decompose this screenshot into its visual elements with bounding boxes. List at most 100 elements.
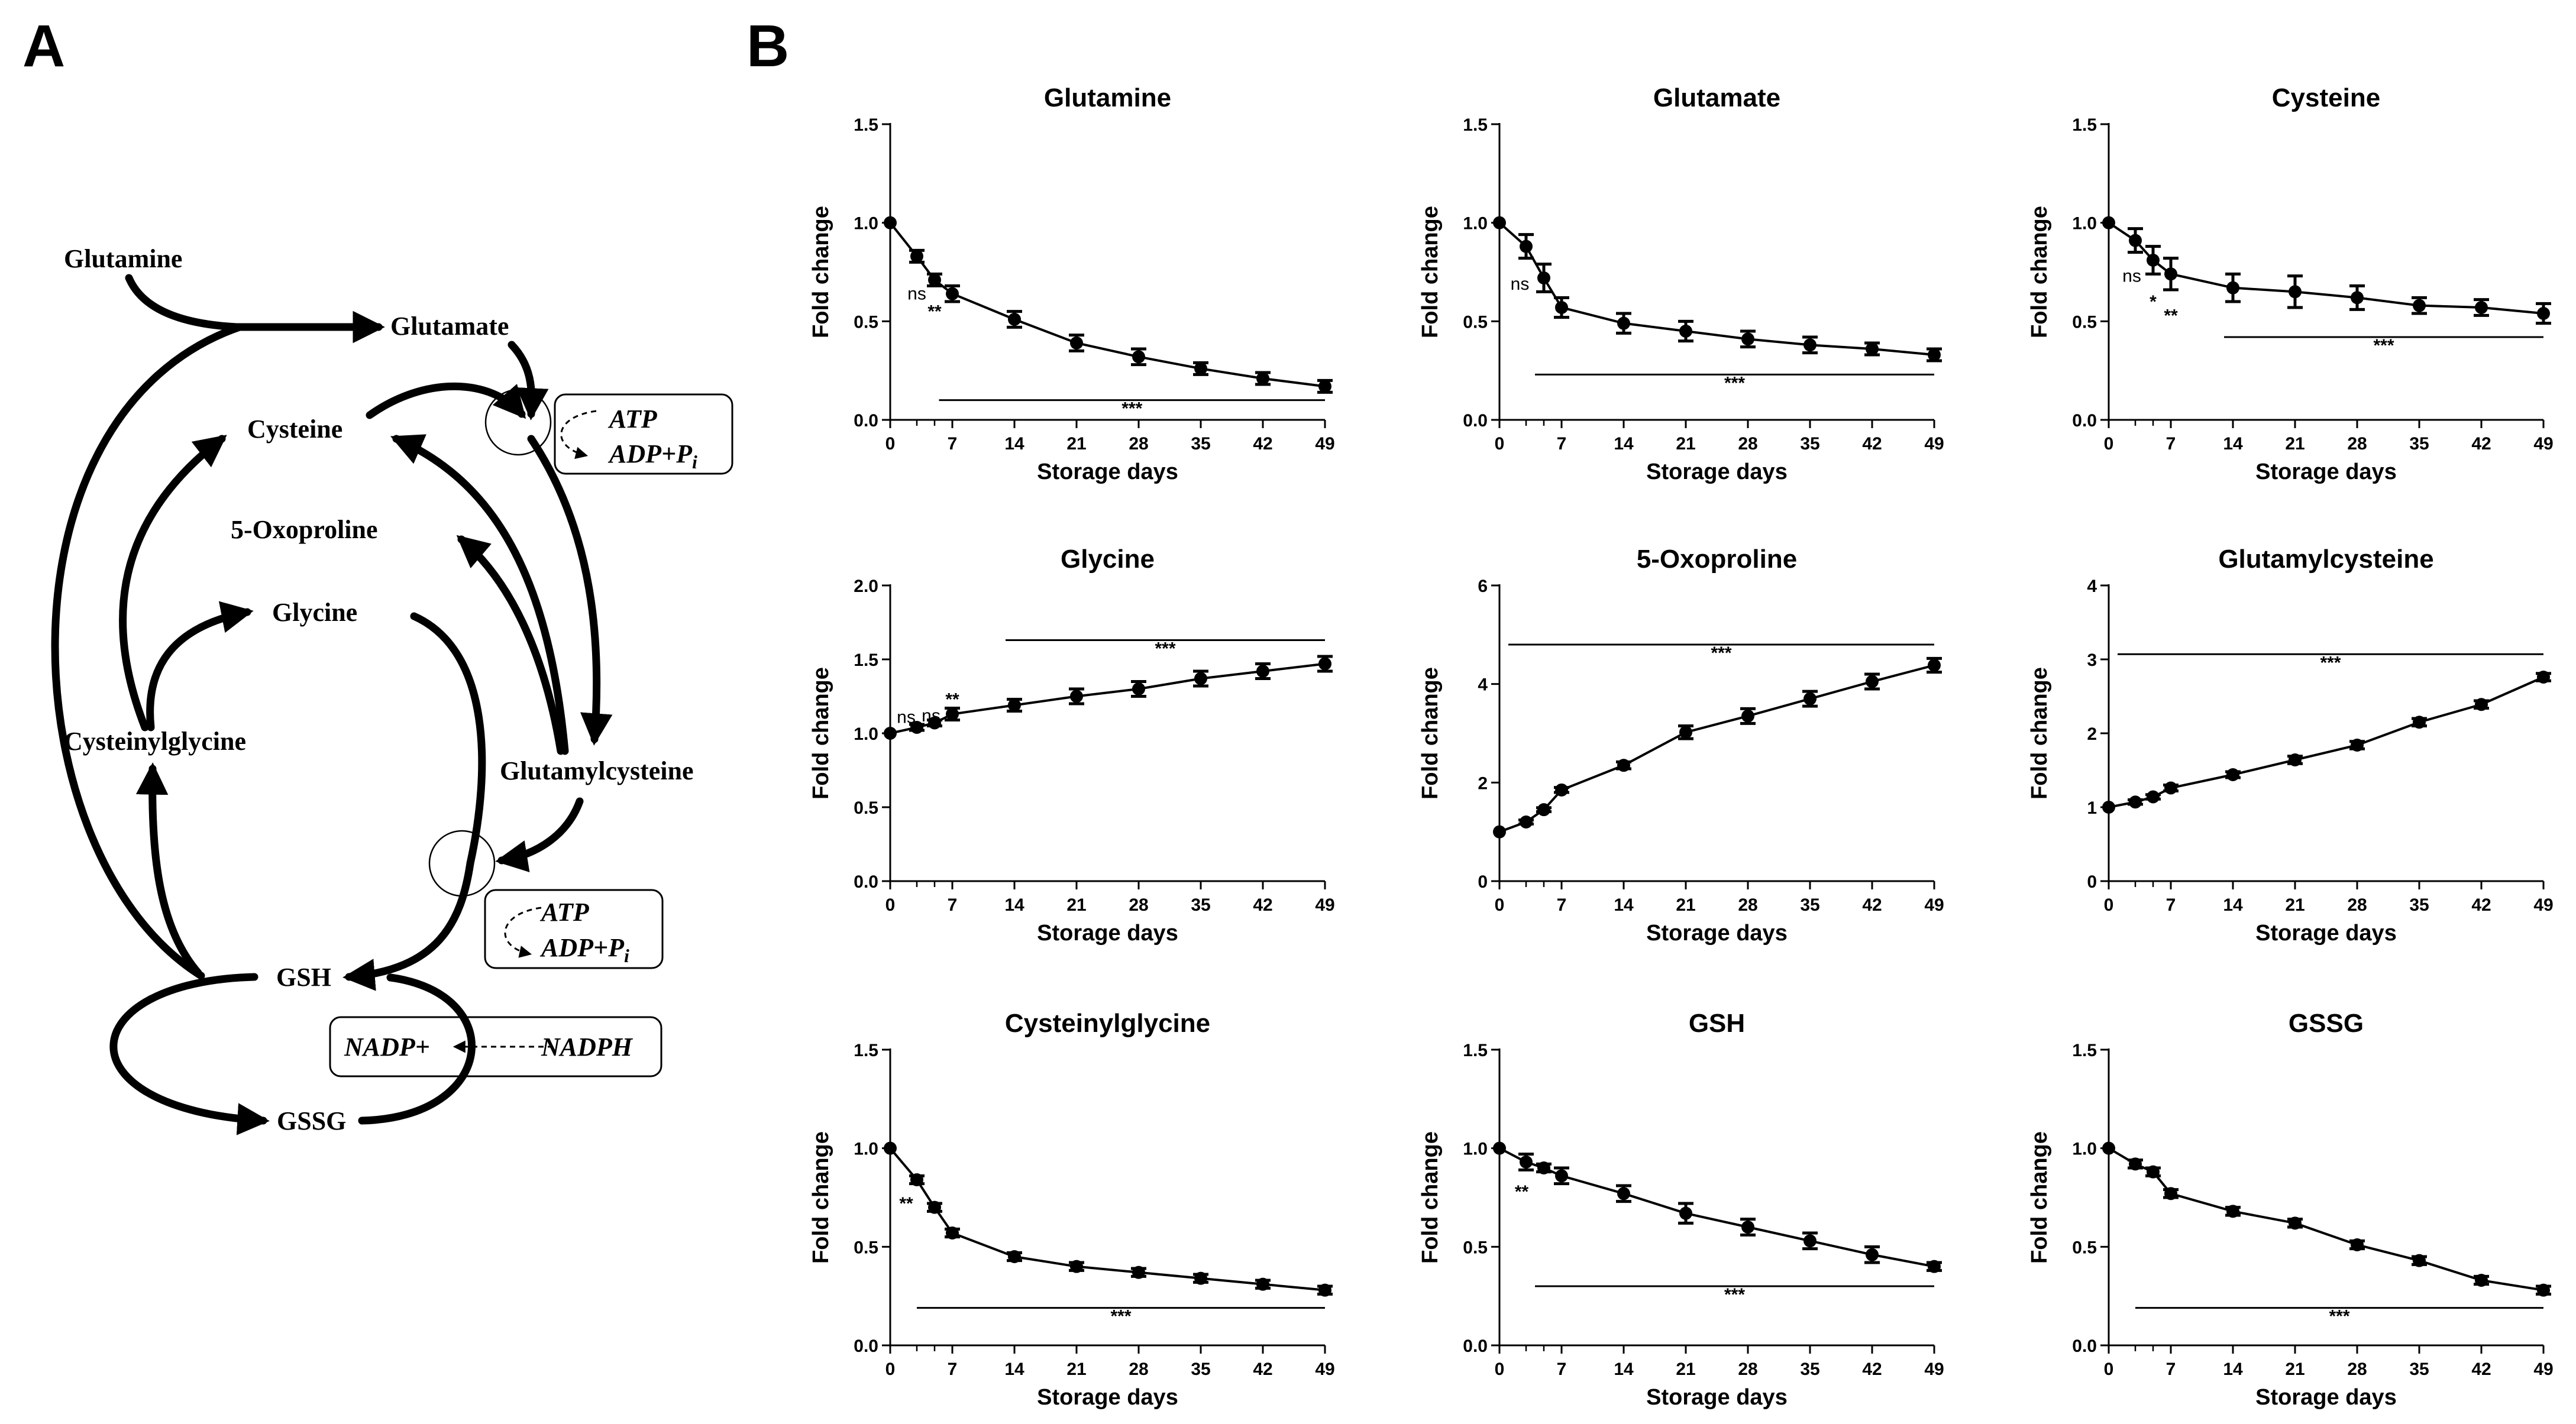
data-point (1866, 342, 1879, 355)
data-point (1520, 1156, 1533, 1169)
x-tick-label: 7 (948, 1360, 958, 1379)
significance-bar-label: *** (2320, 653, 2341, 672)
chart-9: GSSG 0.0 0.5 1.0 1.5 0 7 14 21 28 35 42 49 Storage da… (2027, 1009, 2554, 1410)
y-axis-label: Fold change (1418, 667, 1443, 800)
data-point (1928, 1260, 1941, 1273)
panel-letter-a: A (22, 13, 65, 79)
data-point (1318, 657, 1331, 671)
data-point (1132, 350, 1145, 364)
y-tick-label: 0.5 (854, 1238, 878, 1257)
significance-bar-label: *** (2373, 336, 2394, 355)
y-axis-label: Fold change (809, 206, 833, 338)
x-tick-label: 21 (1066, 895, 1086, 915)
x-tick-label: 21 (1066, 1360, 1086, 1379)
data-point (884, 727, 897, 740)
chart-title: Glycine (1061, 545, 1155, 574)
data-point (1132, 1266, 1145, 1279)
edge-gsh-gssg-left (109, 973, 270, 1135)
data-point (2351, 291, 2364, 305)
adp-label-1: ADP+Pi (607, 439, 697, 472)
ligation-circle-2 (428, 830, 496, 897)
y-tick-label: 1.5 (2072, 115, 2097, 135)
data-point (1866, 675, 1879, 688)
data-point (1617, 759, 1630, 772)
series-line (889, 1147, 1326, 1292)
node-gssg: GSSG (277, 1106, 346, 1135)
x-tick-label: 42 (1253, 1360, 1272, 1379)
y-tick-label: 1.0 (854, 1140, 878, 1159)
data-point (1318, 380, 1331, 393)
data-point (1008, 1250, 1021, 1263)
edge-cysteine-ligation (366, 382, 526, 419)
chart-title: Glutamine (1044, 83, 1171, 112)
x-tick-label: 28 (2347, 434, 2367, 454)
chart-title: GSSG (2289, 1009, 2364, 1038)
x-tick-label: 28 (1738, 1360, 1757, 1379)
significance-annotation: ns (897, 708, 916, 727)
data-point (2226, 281, 2239, 294)
data-point (2413, 299, 2426, 312)
y-axis-label: Fold change (1418, 206, 1443, 338)
data-point (1617, 316, 1630, 330)
data-point (1318, 1283, 1331, 1297)
data-point (1493, 1141, 1506, 1155)
data-point (2475, 1274, 2488, 1287)
y-tick-label: 3 (2087, 650, 2097, 670)
chart-title: Glutamate (1653, 83, 1780, 112)
x-tick-label: 14 (2223, 895, 2243, 915)
y-tick-label: 1.0 (1463, 214, 1488, 234)
x-tick-label: 7 (948, 895, 958, 915)
significance-bar-label: *** (1110, 1307, 1131, 1326)
series-line (2108, 676, 2544, 808)
data-point (2475, 301, 2488, 314)
x-tick-label: 35 (1191, 895, 1210, 915)
y-tick-label: 1.0 (2072, 214, 2097, 234)
data-point (1493, 216, 1506, 229)
x-tick-label: 28 (2347, 895, 2367, 915)
data-point (2164, 1187, 2177, 1200)
nadp-box (329, 1016, 662, 1077)
data-point (1555, 783, 1568, 797)
y-axis-label: Fold change (809, 1131, 833, 1264)
data-point (2351, 739, 2364, 752)
data-point (1256, 665, 1269, 678)
x-tick-label: 7 (2166, 434, 2176, 454)
y-tick-label: 2 (2087, 724, 2097, 744)
edge-glutamate-ligation (508, 341, 549, 420)
atp-box-1 (554, 393, 733, 475)
x-tick-label: 35 (2409, 1360, 2429, 1379)
series-line (1498, 222, 1935, 356)
x-axis-label: Storage days (1037, 459, 1178, 484)
x-tick-label: 14 (1004, 434, 1024, 454)
y-tick-label: 1.0 (2072, 1140, 2097, 1159)
data-point (2475, 698, 2488, 711)
x-tick-label: 21 (2285, 895, 2304, 915)
significance-annotation: ns (1511, 274, 1530, 294)
y-axis-label: Fold change (2027, 667, 2052, 800)
data-point (2129, 795, 2142, 809)
data-point (910, 721, 923, 734)
x-tick-label: 49 (1924, 1360, 1944, 1379)
data-point (1520, 815, 1533, 828)
x-tick-label: 35 (1191, 434, 1210, 454)
chart-title: 5-Oxoproline (1637, 545, 1797, 574)
x-tick-label: 14 (2223, 1360, 2243, 1379)
x-tick-label: 14 (1004, 895, 1024, 915)
x-axis-label: Storage days (1646, 1385, 1788, 1410)
chart-2: Glutamate 0.0 0.5 1.0 1.5 0 7 14 21 28 35 42 49 Stora… (1418, 83, 1944, 484)
x-tick-label: 21 (1676, 895, 1695, 915)
y-tick-label: 2.0 (854, 577, 878, 596)
data-point (946, 707, 959, 721)
data-point (1803, 1234, 1817, 1248)
data-point (1617, 1187, 1630, 1200)
atp-label-1: ATP (607, 404, 658, 433)
series-line (890, 662, 1326, 734)
data-point (1537, 803, 1550, 817)
data-point (884, 216, 897, 229)
chart-title: Cysteine (2272, 83, 2380, 112)
y-tick-label: 0.5 (854, 312, 878, 332)
data-point (2289, 753, 2302, 766)
significance-annotation: ** (2164, 306, 2178, 325)
x-axis-label: Storage days (1646, 921, 1788, 946)
